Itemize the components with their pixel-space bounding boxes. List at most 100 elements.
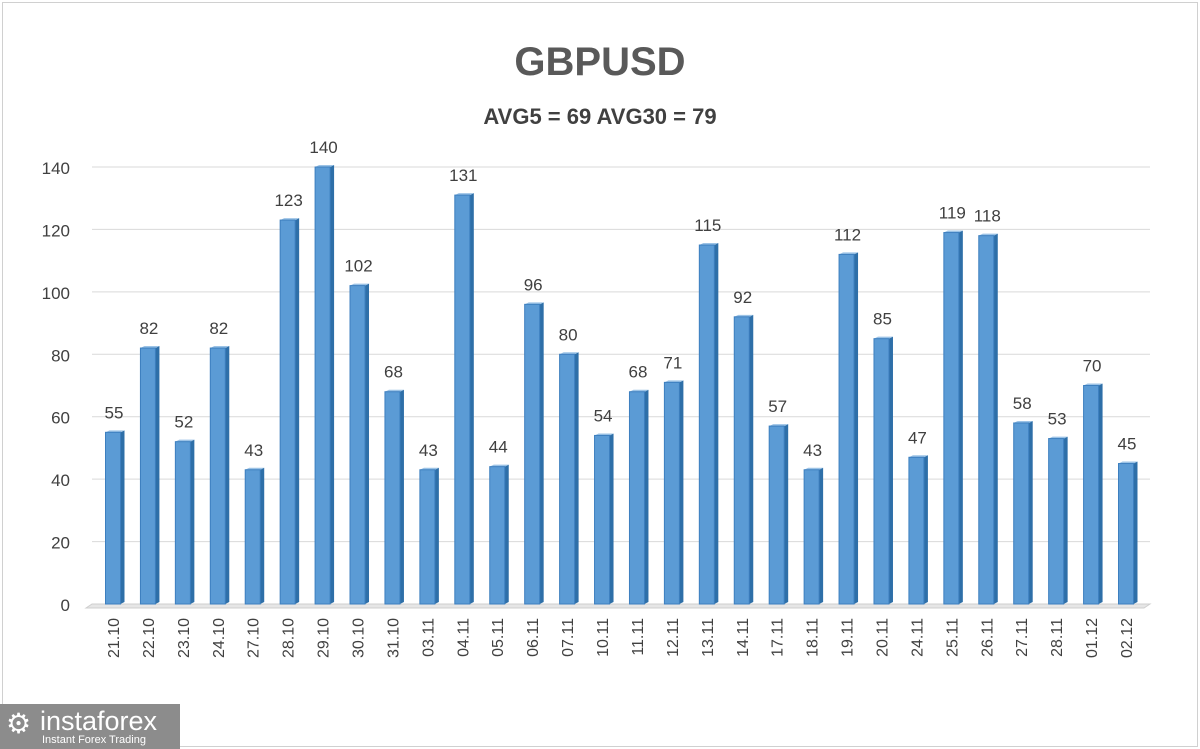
bar [768, 425, 785, 605]
y-tick-label: 40 [51, 471, 70, 490]
bar-side [434, 467, 439, 604]
x-tick-label: 28.10 [281, 618, 298, 658]
x-tick-label: 27.10 [246, 618, 263, 658]
chart-floor [84, 603, 1152, 609]
bar-side [679, 380, 684, 604]
bar [349, 285, 366, 605]
logo-name: instaforex [40, 706, 158, 736]
y-tick-label: 120 [42, 221, 70, 240]
x-tick-label: 29.10 [316, 618, 333, 658]
y-tick-label: 60 [51, 409, 70, 428]
x-tick-label: 01.12 [1084, 618, 1101, 658]
x-tick-label: 14.11 [735, 618, 752, 657]
bar [978, 235, 995, 605]
bar-top [734, 314, 754, 317]
bar-top [943, 230, 963, 233]
data-label: 54 [594, 406, 613, 425]
data-label: 118 [974, 207, 1001, 226]
bar [1083, 385, 1100, 605]
data-label: 70 [1083, 357, 1102, 376]
bar-side [609, 433, 614, 604]
bar [873, 338, 890, 605]
y-tick-label: 100 [42, 284, 70, 303]
data-label: 96 [524, 275, 543, 294]
bar [489, 466, 506, 605]
bar [279, 219, 296, 605]
x-tick-label: 10.11 [595, 618, 612, 657]
bar [384, 391, 401, 605]
bar [838, 253, 855, 605]
bar-side [1028, 420, 1033, 604]
bar-side [854, 252, 859, 604]
data-label: 140 [309, 138, 337, 157]
data-label: 68 [384, 363, 403, 382]
data-label: 43 [803, 441, 822, 460]
bar [733, 316, 750, 605]
bar-top [524, 302, 544, 305]
bar-side [330, 165, 335, 604]
bar-top [1048, 436, 1068, 439]
bar-side [539, 302, 544, 604]
bar [1118, 463, 1134, 605]
bar [559, 353, 576, 605]
x-tick-label: 24.10 [211, 618, 228, 658]
x-tick-label: 18.11 [805, 618, 822, 657]
x-tick-label: 13.11 [700, 618, 717, 657]
bar-side [923, 455, 928, 604]
bar [244, 469, 261, 605]
x-tick-label: 31.10 [385, 618, 402, 658]
gear-logo-icon: ⚙ [6, 708, 32, 739]
bar-side [749, 314, 754, 604]
bar-side [365, 283, 370, 604]
bar-side [399, 389, 404, 604]
data-label: 44 [489, 438, 508, 457]
bar-side [1098, 383, 1103, 604]
bar-side [888, 336, 893, 604]
bar [419, 469, 436, 605]
x-tick-label: 28.11 [1049, 618, 1066, 657]
bar [314, 166, 331, 605]
data-label: 53 [1048, 410, 1067, 429]
chart-title: GBPUSD [514, 40, 686, 84]
bar-top [559, 352, 579, 355]
data-label: 102 [344, 257, 372, 276]
bar [803, 469, 820, 605]
chart-subtitle: AVG5 = 69 AVG30 = 79 [483, 104, 717, 129]
data-label: 55 [105, 403, 124, 422]
x-tick-label: 25.11 [944, 618, 961, 657]
bar [663, 381, 680, 605]
x-tick-label: 19.11 [840, 618, 857, 657]
y-tick-label: 20 [51, 534, 70, 553]
data-label: 119 [939, 204, 966, 223]
data-label: 45 [1118, 435, 1137, 454]
x-tick-label: 26.11 [979, 618, 996, 657]
data-label: 92 [733, 288, 752, 307]
y-tick-label: 0 [61, 596, 70, 615]
x-tick-label: 11.11 [630, 618, 647, 656]
data-label: 131 [449, 166, 477, 185]
bar [1048, 438, 1065, 605]
data-label: 57 [768, 397, 787, 416]
x-tick-label: 07.11 [560, 618, 577, 657]
logo-tagline: Instant Forex Trading [42, 734, 146, 746]
instaforex-logo: ⚙ instaforex Instant Forex Trading [0, 704, 180, 749]
data-label: 85 [873, 310, 892, 329]
bar-side [1133, 461, 1138, 604]
bar-side [993, 233, 998, 604]
data-label: 82 [209, 319, 228, 338]
x-tick-label: 03.11 [420, 618, 437, 657]
bar-side [120, 430, 125, 604]
bar-side [260, 467, 265, 604]
bar-side [714, 243, 719, 605]
x-tick-label: 02.12 [1119, 618, 1136, 658]
bar-side [784, 424, 789, 604]
data-label: 82 [139, 319, 158, 338]
data-label: 43 [419, 441, 438, 460]
x-tick-label: 20.11 [874, 618, 891, 657]
bar [454, 194, 471, 605]
data-label: 68 [629, 363, 648, 382]
data-label: 112 [834, 225, 861, 244]
bar-side [958, 230, 963, 605]
